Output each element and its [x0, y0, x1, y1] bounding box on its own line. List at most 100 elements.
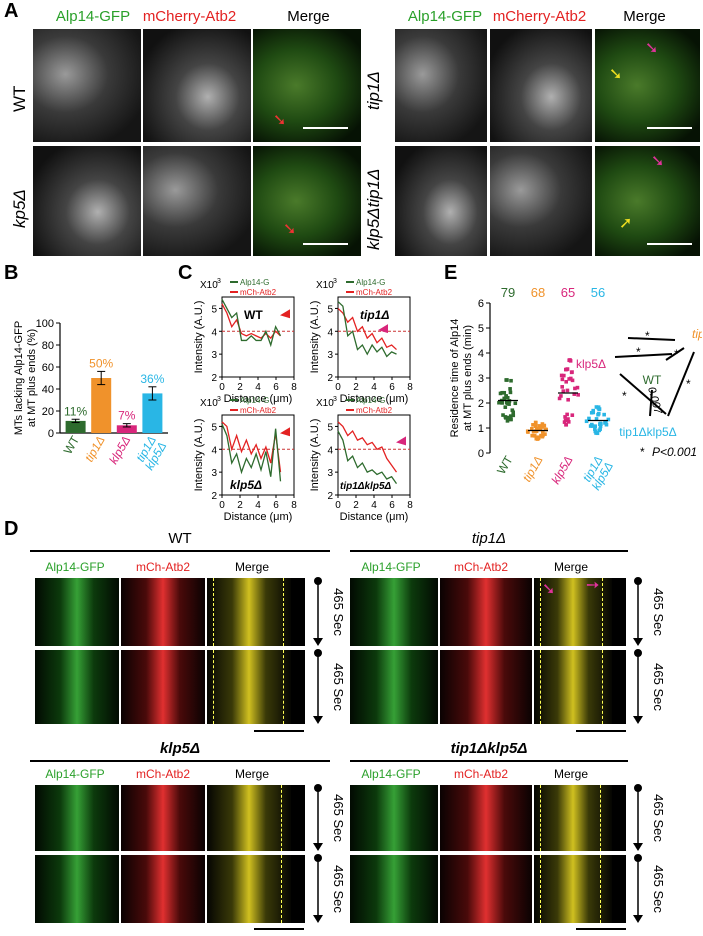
- c-red-trace: [337, 421, 398, 473]
- d-klp5-kymo-edge-1: [291, 785, 305, 851]
- c-y-label: Intensity (A.U.): [309, 419, 321, 492]
- e-data-point: [564, 422, 569, 427]
- e-y-label: Residence time of Alp14at MT plus ends (…: [449, 319, 474, 438]
- d-double-kymo-green-1: [350, 785, 438, 851]
- d-time-start-dot: [314, 854, 322, 862]
- d-time-arrowhead: [633, 843, 643, 851]
- d-klp5-kymo-edge-2: [291, 855, 305, 923]
- e-net-line: [649, 389, 653, 417]
- d-wt-header-red: mCh-Atb2: [135, 560, 191, 574]
- red-arrow-icon: ➘: [283, 221, 297, 238]
- c-legend-green: Alp14-G: [240, 396, 269, 405]
- d-time-start-dot: [634, 649, 642, 657]
- d-double-scale-bar: [576, 928, 626, 930]
- e-data-point: [560, 385, 565, 389]
- c-x-tick-label: 2: [353, 382, 359, 393]
- d-time-label: 465 Sec: [331, 794, 346, 842]
- c-x-tick-label: 6: [273, 500, 279, 511]
- d-tip1-header-merge: Merge: [553, 560, 588, 574]
- c-x-tick-label: 0: [335, 500, 341, 511]
- e-y-tick-label: 0: [478, 448, 484, 460]
- d-time-label: 465 Sec: [651, 865, 666, 913]
- b-value-label: 11%: [64, 404, 87, 418]
- e-net-double: tip1Δklp5Δ: [619, 425, 676, 439]
- d-klp5-header-merge: Merge: [234, 767, 269, 781]
- e-data-point: [503, 415, 508, 419]
- e-data-point: [526, 430, 530, 434]
- a-klp5tip1-merge-image: ➘ ➚: [595, 146, 700, 256]
- d-tip1-kymo-green-1: [350, 578, 438, 646]
- scale-bar: [647, 127, 692, 129]
- e-data-point: [594, 405, 599, 409]
- e-net-pval: 0.007: [645, 386, 664, 417]
- e-data-point: [563, 415, 567, 419]
- c-arrow-icon: [280, 427, 290, 437]
- b-value-label: 36%: [140, 372, 164, 386]
- a-left-header-red: mCherry-Atb2: [142, 8, 237, 25]
- b-y-tick-label: 40: [42, 384, 54, 396]
- e-data-point: [538, 426, 543, 431]
- panel-b-letter: B: [4, 262, 19, 284]
- e-net-line: [627, 337, 676, 341]
- d-double-kymo-merge-1: [534, 785, 612, 851]
- e-data-point: [537, 424, 542, 428]
- e-data-point: [533, 424, 538, 429]
- d-time-start-dot: [634, 577, 642, 585]
- d-tip1-kymo-edge-2: [612, 650, 626, 724]
- e-data-point: [544, 427, 548, 432]
- e-category-label-line: tip1Δ: [520, 454, 546, 485]
- e-data-point: [513, 401, 518, 406]
- e-y-label-line: Residence time of Alp14: [449, 319, 461, 438]
- e-y-tick-label: 6: [478, 298, 484, 310]
- e-data-point: [501, 413, 505, 417]
- d-time-label: 465 Sec: [651, 794, 666, 842]
- e-data-point: [573, 386, 577, 391]
- b-category-label: tip1Δ: [82, 434, 108, 465]
- e-y-label-line: at MT plus ends (min): [462, 325, 474, 431]
- c-green-trace: [337, 430, 398, 484]
- a-row-label-tip1: tip1Δ: [364, 71, 383, 110]
- a-wt-alp14-image: [33, 29, 141, 142]
- d-wt-title-rule: [30, 550, 330, 552]
- e-data-point: [510, 408, 515, 413]
- a-klp5tip1-atb2-image: [490, 146, 592, 256]
- c-legend-green: Alp14-G: [356, 278, 385, 287]
- e-data-point: [534, 420, 538, 425]
- c-y-tick-label: 3: [327, 350, 333, 361]
- c-y-tick-label: 5: [211, 304, 217, 315]
- e-data-point: [505, 378, 509, 382]
- b-y-label-line: MTs lacking Alp14-GFP: [13, 321, 25, 435]
- d-time-start-dot: [314, 577, 322, 585]
- d-tip1-header-red: mCh-Atb2: [453, 560, 509, 574]
- c-y-tick-label: 3: [327, 468, 333, 479]
- b-y-label: MTs lacking Alp14-GFPat MT plus ends (%): [13, 321, 38, 435]
- e-data-point: [505, 419, 510, 423]
- e-data-point: [598, 424, 603, 429]
- e-data-point: [566, 397, 570, 402]
- e-data-point: [598, 427, 602, 431]
- e-data-point: [508, 387, 512, 391]
- e-data-point: [502, 390, 507, 395]
- a-kp5-atb2-image: [143, 146, 251, 256]
- b-y-tick-label: 60: [42, 362, 54, 374]
- d-klp5-kymo-green-1: [35, 785, 119, 851]
- d-wt-header-green: Alp14-GFP: [45, 560, 105, 574]
- e-category-label: tip1Δklp5Δ: [578, 454, 616, 493]
- d-time-arrowhead: [633, 915, 643, 923]
- e-net-line: [619, 373, 667, 415]
- d-klp5-title: klp5Δ: [159, 740, 201, 757]
- magenta-arrow-icon: ➘: [542, 581, 556, 598]
- d-wt-kymo-red-2: [121, 650, 205, 724]
- d-klp5-kymo-merge-1: [207, 785, 291, 851]
- b-bar: [65, 420, 86, 433]
- d-wt-kymo-red-1: [121, 578, 205, 646]
- d-double-header-red: mCh-Atb2: [453, 767, 509, 781]
- d-tip1-header-green: Alp14-GFP: [361, 560, 421, 574]
- c-x-label: Distance (μm): [340, 393, 409, 405]
- c-green-trace: [221, 298, 282, 348]
- b-bar: [142, 393, 163, 433]
- d-tip1-scale-bar: [576, 730, 626, 732]
- d-time-arrowhead: [313, 716, 323, 724]
- e-data-point: [540, 423, 545, 428]
- c-x-tick-label: 0: [335, 382, 341, 393]
